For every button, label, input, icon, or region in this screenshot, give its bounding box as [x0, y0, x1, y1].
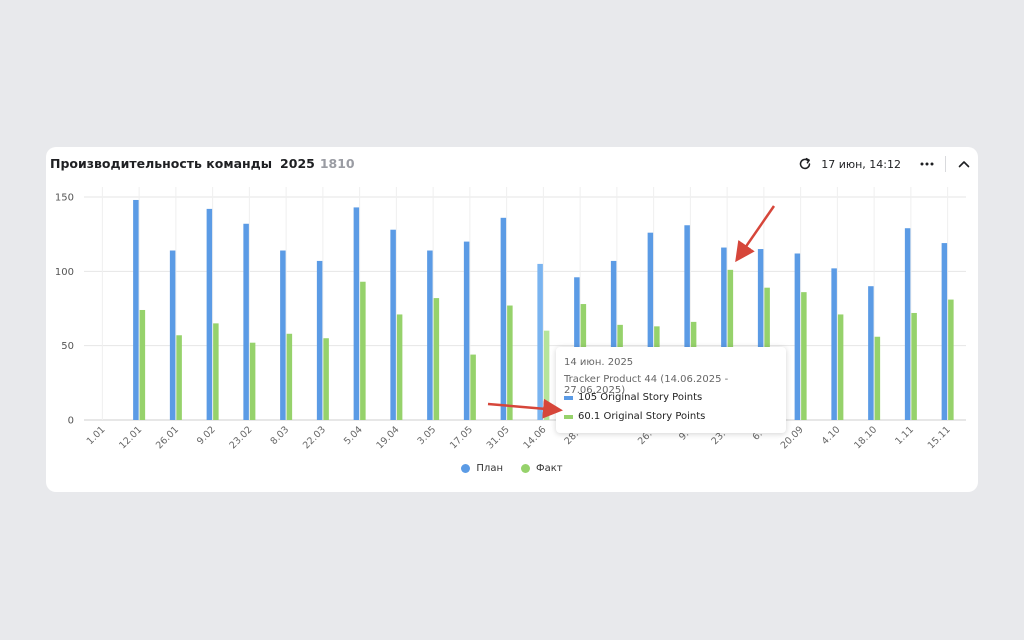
bar-fact	[948, 299, 954, 420]
bar-plan	[390, 229, 396, 420]
tooltip-plan-value: 105 Original Story Points	[578, 392, 703, 403]
x-tick-label: 8.03	[269, 424, 292, 447]
chart-header: Производительность команды 2025 1810	[50, 156, 355, 174]
x-tick-label: 4.10	[820, 424, 843, 447]
bar-fact	[801, 292, 807, 420]
bar-plan	[647, 232, 654, 420]
chevron-up-icon[interactable]	[954, 154, 974, 174]
bar-plan	[169, 250, 176, 420]
bar-fact	[139, 309, 146, 420]
refresh-icon[interactable]	[795, 154, 815, 174]
bar-fact	[360, 281, 366, 420]
chart-legend: План Факт	[46, 463, 978, 474]
y-tick-label: 100	[55, 267, 74, 278]
bar-plan	[353, 207, 360, 420]
x-tick-label: 3.05	[416, 424, 439, 447]
updated-timestamp: 17 июн, 14:12	[821, 157, 901, 171]
controls-divider	[945, 156, 946, 172]
tooltip-swatch-fact	[564, 414, 573, 419]
bar-fact	[323, 338, 329, 420]
tooltip-subtitle: Tracker Product 44 (14.06.2025 - 27.06.2…	[564, 374, 729, 396]
legend-item-fact[interactable]: Факт	[520, 463, 563, 474]
bar-plan	[610, 260, 617, 420]
bar-fact	[470, 354, 476, 420]
bar-plan	[904, 228, 911, 420]
chart-tooltip: 14 июн. 2025 Tracker Product 44 (14.06.2…	[556, 347, 786, 433]
tooltip-row-plan: 105 Original Story Points	[564, 392, 702, 403]
y-tick-label: 150	[55, 193, 74, 204]
x-tick-label: 14.06	[521, 424, 548, 451]
tooltip-swatch-plan	[564, 395, 573, 400]
legend-dot-plan	[461, 464, 471, 473]
bar-plan	[537, 263, 543, 420]
bar-fact	[176, 335, 182, 420]
bar-plan	[243, 223, 249, 420]
x-tick-label: 12.01	[117, 424, 144, 451]
legend-item-plan[interactable]: План	[461, 463, 503, 474]
bar-plan	[684, 225, 690, 420]
x-tick-label: 22.03	[301, 424, 328, 451]
legend-dot-fact	[520, 464, 530, 473]
x-tick-label: 26.01	[154, 424, 181, 451]
tooltip-row-fact: 60.1 Original Story Points	[564, 411, 705, 422]
bar-plan	[206, 208, 213, 420]
bar-plan	[757, 249, 764, 420]
bar-fact	[507, 305, 513, 420]
bar-fact	[433, 298, 440, 420]
x-tick-label: 9.02	[195, 424, 218, 447]
bar-chart: 0 50 100 150 1.01 12.01 26.01 9.02 23.02 8.03 22.0…	[55, 187, 966, 451]
x-tick-label: 5.04	[342, 424, 365, 447]
bar-fact	[286, 333, 293, 420]
tooltip-fact-value: 60.1 Original Story Points	[578, 411, 706, 422]
bar-plan	[794, 253, 801, 420]
bar-fact	[213, 323, 219, 420]
tooltip-date: 14 июн. 2025	[564, 357, 634, 368]
x-tick-label: 15.11	[926, 424, 953, 451]
x-tick-label: 23.02	[227, 424, 254, 451]
bar-plan	[868, 286, 874, 420]
chart-title: Производительность команды	[50, 156, 273, 171]
bar-fact	[727, 269, 734, 420]
bar-plan	[316, 260, 323, 420]
more-dots-icon[interactable]	[915, 154, 939, 174]
y-tick-label: 50	[61, 341, 74, 352]
bar-plan	[427, 250, 433, 420]
x-tick-label: 17.05	[448, 424, 475, 451]
bar-fact	[543, 330, 550, 420]
bar-plan	[463, 241, 470, 420]
x-tick-label: 1.11	[893, 424, 916, 447]
x-tick-label: 19.04	[374, 424, 401, 451]
legend-label-fact: Факт	[535, 463, 563, 474]
bar-plan	[280, 250, 286, 420]
bar-fact	[911, 312, 917, 420]
x-tick-label: 31.05	[485, 424, 512, 451]
chart-card: Производительность команды 2025 1810 17 …	[46, 147, 978, 492]
bar-plan	[831, 268, 837, 420]
bar-fact	[396, 314, 403, 420]
legend-label-plan: План	[476, 463, 503, 474]
bar-plan	[941, 243, 948, 420]
chart-year: 2025	[280, 156, 315, 171]
x-tick-label: 1.01	[85, 424, 108, 447]
chart-controls: 17 июн, 14:12	[795, 153, 974, 175]
bar-fact	[874, 336, 881, 420]
bar-plan	[721, 247, 727, 420]
bar-fact	[837, 314, 844, 420]
y-tick-label: 0	[68, 416, 74, 427]
bar-fact	[249, 342, 256, 420]
chart-count: 1810	[319, 156, 355, 171]
bar-plan	[133, 199, 139, 420]
bar-plan	[500, 217, 507, 420]
x-tick-label: 18.10	[852, 424, 879, 451]
